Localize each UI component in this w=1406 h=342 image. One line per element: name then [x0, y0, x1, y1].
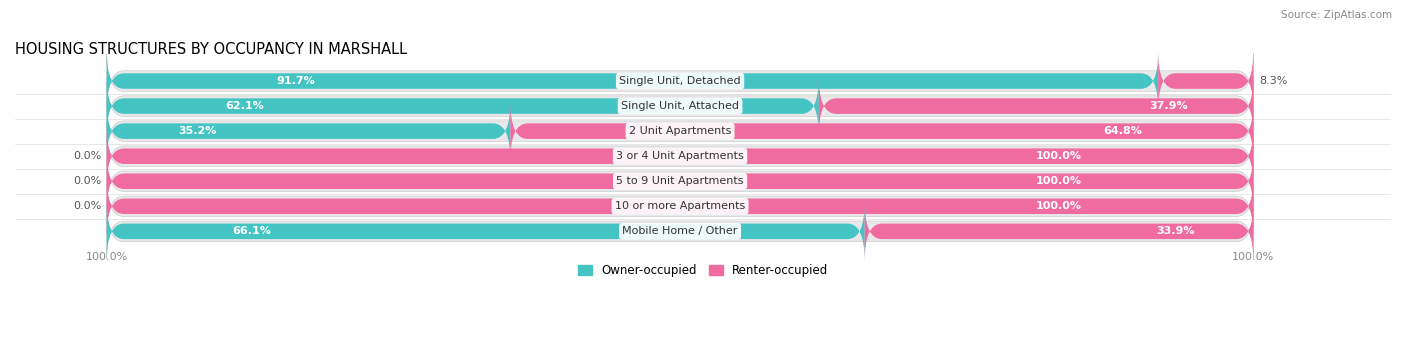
FancyBboxPatch shape — [107, 204, 1253, 259]
FancyBboxPatch shape — [107, 154, 1253, 209]
Text: 0.0%: 0.0% — [73, 151, 101, 161]
Text: 37.9%: 37.9% — [1150, 101, 1188, 111]
FancyBboxPatch shape — [107, 76, 818, 136]
Text: 91.7%: 91.7% — [276, 76, 315, 86]
Text: 62.1%: 62.1% — [225, 101, 264, 111]
Text: 0.0%: 0.0% — [73, 176, 101, 186]
FancyBboxPatch shape — [1159, 51, 1253, 111]
FancyBboxPatch shape — [107, 54, 1253, 108]
FancyBboxPatch shape — [107, 201, 865, 261]
Text: 100.0%: 100.0% — [1035, 176, 1081, 186]
Text: 66.1%: 66.1% — [232, 226, 271, 236]
FancyBboxPatch shape — [510, 101, 1253, 161]
Text: 5 to 9 Unit Apartments: 5 to 9 Unit Apartments — [616, 176, 744, 186]
FancyBboxPatch shape — [818, 76, 1253, 136]
Text: 33.9%: 33.9% — [1157, 226, 1195, 236]
Text: Source: ZipAtlas.com: Source: ZipAtlas.com — [1281, 10, 1392, 20]
FancyBboxPatch shape — [107, 101, 510, 161]
Text: 35.2%: 35.2% — [179, 126, 217, 136]
Text: Mobile Home / Other: Mobile Home / Other — [623, 226, 738, 236]
Text: HOUSING STRUCTURES BY OCCUPANCY IN MARSHALL: HOUSING STRUCTURES BY OCCUPANCY IN MARSH… — [15, 42, 408, 57]
FancyBboxPatch shape — [107, 104, 1253, 158]
Text: 10 or more Apartments: 10 or more Apartments — [614, 201, 745, 211]
FancyBboxPatch shape — [107, 129, 1253, 184]
FancyBboxPatch shape — [865, 201, 1253, 261]
Text: Single Unit, Detached: Single Unit, Detached — [619, 76, 741, 86]
Legend: Owner-occupied, Renter-occupied: Owner-occupied, Renter-occupied — [572, 260, 834, 282]
FancyBboxPatch shape — [107, 152, 1253, 211]
Text: 100.0%: 100.0% — [1035, 201, 1081, 211]
FancyBboxPatch shape — [107, 79, 1253, 133]
FancyBboxPatch shape — [107, 176, 1253, 236]
Text: 0.0%: 0.0% — [73, 201, 101, 211]
Text: 100.0%: 100.0% — [1035, 151, 1081, 161]
Text: 3 or 4 Unit Apartments: 3 or 4 Unit Apartments — [616, 151, 744, 161]
Text: 8.3%: 8.3% — [1260, 76, 1288, 86]
Text: 2 Unit Apartments: 2 Unit Apartments — [628, 126, 731, 136]
Text: Single Unit, Attached: Single Unit, Attached — [621, 101, 740, 111]
FancyBboxPatch shape — [107, 127, 1253, 186]
Text: 64.8%: 64.8% — [1104, 126, 1142, 136]
FancyBboxPatch shape — [107, 51, 1159, 111]
FancyBboxPatch shape — [107, 179, 1253, 234]
